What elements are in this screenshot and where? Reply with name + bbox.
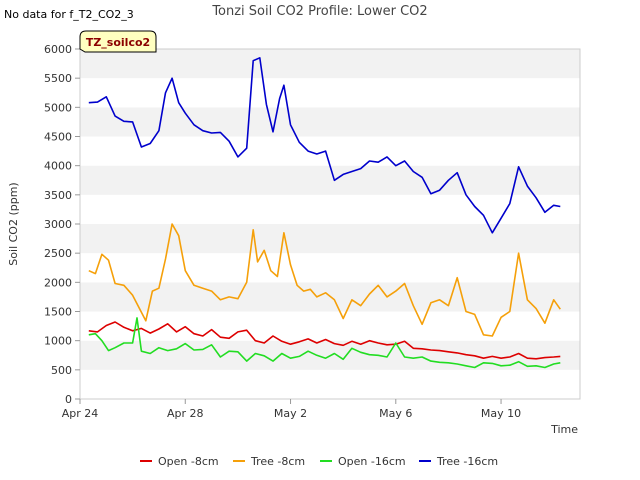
y-tick-label: 2000 xyxy=(44,276,72,289)
grid-band xyxy=(80,165,580,195)
y-tick-label: 2500 xyxy=(44,247,72,260)
legend-label: Open -16cm xyxy=(338,455,406,468)
x-axis-title: Time xyxy=(550,423,578,436)
grid-band xyxy=(80,369,580,399)
y-tick-label: 5000 xyxy=(44,101,72,114)
legend-label: Tree -16cm xyxy=(436,455,498,468)
y-axis: 0 500 1000 1500 2000 2500 3000 3500 4000 4500 5000… xyxy=(44,43,80,406)
y-tick-label: 4000 xyxy=(44,160,72,173)
x-tick-label: May 10 xyxy=(481,407,521,420)
y-tick-label: 6000 xyxy=(44,43,72,56)
x-tick-label: May 6 xyxy=(379,407,412,420)
series-lines xyxy=(88,57,561,369)
chart-title: Tonzi Soil CO2 Profile: Lower CO2 xyxy=(211,4,427,19)
grid-band xyxy=(80,224,580,254)
grid-band xyxy=(80,107,580,137)
grid-band xyxy=(80,194,580,224)
grid-band xyxy=(80,136,580,166)
series-line-tree-8cm xyxy=(88,223,561,337)
series-line-open-16cm xyxy=(88,317,561,369)
y-tick-label: 3000 xyxy=(44,218,72,231)
x-tick-label: May 2 xyxy=(274,407,307,420)
site-label: TZ_soilco2 xyxy=(86,36,150,49)
y-tick-label: 500 xyxy=(51,364,72,377)
site-label-box: TZ_soilco2 xyxy=(79,30,157,53)
legend-label: Tree -8cm xyxy=(250,455,305,468)
y-tick-label: 4500 xyxy=(44,131,72,144)
y-tick-label: 5500 xyxy=(44,72,72,85)
grid-bands xyxy=(80,49,580,399)
y-tick-label: 3500 xyxy=(44,189,72,202)
y-tick-label: 0 xyxy=(65,393,72,406)
series-line-tree-16cm xyxy=(88,57,561,234)
series-line-open-8cm xyxy=(88,321,561,360)
legend: Open -8cm Tree -8cm Open -16cm Tree -16cm xyxy=(140,455,498,468)
x-tick-label: Apr 24 xyxy=(62,407,99,420)
grid-band xyxy=(80,311,580,341)
y-tick-label: 1500 xyxy=(44,306,72,319)
x-axis: Apr 24 Apr 28 May 2 May 6 May 10 xyxy=(62,399,521,420)
no-data-note: No data for f_T2_CO2_3 xyxy=(4,8,134,21)
y-axis-title: Soil CO2 (ppm) xyxy=(7,182,20,265)
grid-band xyxy=(80,49,580,79)
x-tick-label: Apr 28 xyxy=(167,407,204,420)
legend-label: Open -8cm xyxy=(158,455,219,468)
grid-band xyxy=(80,253,580,283)
y-tick-label: 1000 xyxy=(44,335,72,348)
grid-band xyxy=(80,78,580,108)
